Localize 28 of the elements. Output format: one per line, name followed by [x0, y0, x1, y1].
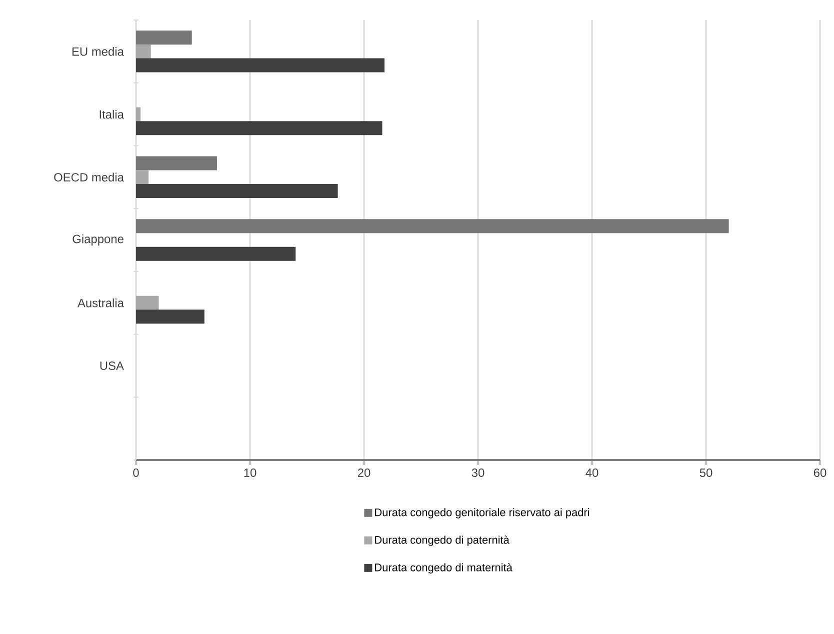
y-tick-label: OECD media: [54, 172, 124, 182]
y-tick-label: Australia: [77, 298, 124, 308]
bar: [136, 170, 149, 184]
x-tick-label: 40: [586, 468, 598, 477]
bar: [136, 58, 385, 72]
bar: [136, 107, 141, 122]
x-tick-label: 10: [244, 468, 256, 477]
y-tick-label: Italia: [100, 110, 124, 119]
bar: [136, 30, 192, 45]
bar: [136, 121, 382, 136]
x-tick-label: 20: [358, 468, 370, 477]
bar: [136, 156, 217, 170]
y-tick-label: Giappone: [72, 234, 124, 246]
x-tick-label: 30: [472, 468, 484, 477]
bar: [136, 184, 338, 198]
legend-label: Durata congedo di maternità: [375, 563, 512, 574]
bar: [136, 44, 151, 58]
bar: [136, 310, 204, 324]
bar: [136, 219, 729, 234]
bar: [136, 246, 296, 261]
legend-label: Durata congedo genitoriale riservato ai padri: [375, 508, 590, 518]
y-tick-label: EU media: [72, 47, 124, 56]
x-tick-label: 60: [814, 468, 826, 477]
x-tick-label: 50: [700, 468, 712, 477]
y-tick-label: USA: [100, 361, 124, 370]
bar: [136, 296, 159, 310]
x-tick-label: 0: [133, 468, 139, 477]
legend-label: Durata congedo di paternità: [375, 536, 510, 546]
